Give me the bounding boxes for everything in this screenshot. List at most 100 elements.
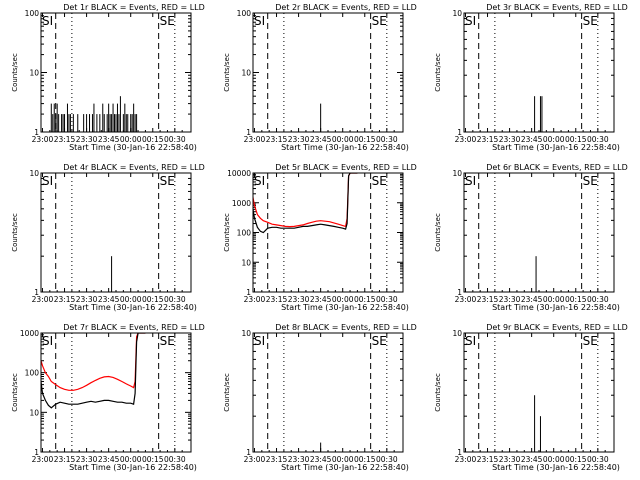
y-tick-label: 100 xyxy=(25,9,40,18)
x-tick-label: 23:15 xyxy=(266,295,288,304)
chart-panel-6: Det 6r BLACK = Events, RED = LLD Counts/s… xyxy=(434,163,628,312)
x-tick-label: 00:00 xyxy=(120,455,142,464)
chart-title: Det 9r BLACK = Events, RED = LLD xyxy=(486,323,628,332)
x-tick-label: 00:00 xyxy=(120,135,142,144)
y-axis-label: Counts/sec xyxy=(11,373,19,412)
x-tick-label: 00:30 xyxy=(164,295,186,304)
x-tick-label: 00:15 xyxy=(142,135,164,144)
marker-label-start: SI xyxy=(254,174,265,188)
x-tick-label: 23:15 xyxy=(54,135,76,144)
x-tick-label: 23:00 xyxy=(32,455,54,464)
chart-title: Det 3r BLACK = Events, RED = LLD xyxy=(486,3,628,12)
x-axis-label: Start Time (30-Jan-16 22:58:40) xyxy=(281,143,409,152)
plot-area xyxy=(50,13,176,132)
x-tick-label: 23:45 xyxy=(521,455,543,464)
marker-label-end: SE xyxy=(583,334,598,348)
chart-panel-1: Det 1r BLACK = Events, RED = LLD Counts/s… xyxy=(11,3,205,152)
chart-title: Det 7r BLACK = Events, RED = LLD xyxy=(63,323,205,332)
y-tick-label: 10000 xyxy=(227,169,251,178)
y-tick-label: 100 xyxy=(25,369,40,378)
x-tick-label: 00:00 xyxy=(543,135,565,144)
chart-panel-5: Det 5r BLACK = Events, RED = LLD Counts/s… xyxy=(223,163,417,312)
plot-frame xyxy=(40,332,192,453)
y-tick-label: 1000 xyxy=(232,199,251,208)
y-tick-label: 1 xyxy=(34,448,39,457)
y-tick-label: 1000 xyxy=(20,329,39,338)
x-tick-label: 23:15 xyxy=(54,455,76,464)
x-axis-label: Start Time (30-Jan-16 22:58:40) xyxy=(281,303,409,312)
x-tick-label: 00:15 xyxy=(565,295,587,304)
x-tick-label: 00:15 xyxy=(565,455,587,464)
y-tick-label: 10 xyxy=(29,169,39,178)
x-tick-label: 23:15 xyxy=(266,455,288,464)
x-tick-label: 23:15 xyxy=(477,455,499,464)
marker-label-start: SI xyxy=(42,174,53,188)
x-axis-label: Start Time (30-Jan-16 22:58:40) xyxy=(69,463,197,472)
x-axis-label: Start Time (30-Jan-16 22:58:40) xyxy=(69,303,197,312)
plot-frame xyxy=(40,172,192,293)
marker-label-end: SE xyxy=(583,174,598,188)
x-tick-label: 23:00 xyxy=(32,135,54,144)
x-tick-label: 23:15 xyxy=(477,295,499,304)
y-axis-label: Counts/sec xyxy=(434,213,442,252)
x-tick-label: 23:00 xyxy=(244,135,266,144)
chart-panel-2: Det 2r BLACK = Events, RED = LLD Counts/s… xyxy=(223,3,417,152)
x-tick-label: 23:30 xyxy=(499,295,521,304)
x-tick-label: 23:00 xyxy=(455,295,477,304)
x-tick-label: 23:30 xyxy=(76,295,98,304)
x-tick-label: 23:30 xyxy=(499,135,521,144)
x-tick-label: 23:45 xyxy=(310,295,332,304)
events-series-line xyxy=(253,173,358,234)
y-tick-label: 10 xyxy=(241,69,251,78)
marker-label-start: SI xyxy=(254,334,265,348)
x-tick-label: 23:15 xyxy=(477,135,499,144)
plot-frame xyxy=(40,12,192,133)
marker-label-start: SI xyxy=(42,14,53,28)
marker-label-start: SI xyxy=(254,14,265,28)
chart-title: Det 1r BLACK = Events, RED = LLD xyxy=(63,3,205,12)
x-tick-label: 00:00 xyxy=(332,135,354,144)
plot-frame xyxy=(252,12,404,133)
x-tick-label: 23:30 xyxy=(76,135,98,144)
y-tick-label: 1 xyxy=(246,288,251,297)
chart-title: Det 6r BLACK = Events, RED = LLD xyxy=(486,163,628,172)
y-tick-label: 10 xyxy=(452,169,462,178)
x-axis-label: Start Time (30-Jan-16 22:58:40) xyxy=(492,303,620,312)
marker-label-end: SE xyxy=(160,174,175,188)
plot-frame xyxy=(252,332,404,453)
x-tick-label: 00:15 xyxy=(354,135,376,144)
x-tick-label: 00:15 xyxy=(354,455,376,464)
x-tick-label: 23:45 xyxy=(310,455,332,464)
y-axis-label: Counts/sec xyxy=(434,53,442,92)
marker-label-start: SI xyxy=(465,174,476,188)
y-tick-label: 10 xyxy=(241,258,251,267)
y-axis-label: Counts/sec xyxy=(434,373,442,412)
marker-label-end: SE xyxy=(160,334,175,348)
lld-series-line xyxy=(41,333,146,391)
plot-area xyxy=(478,13,599,132)
x-tick-label: 00:30 xyxy=(587,135,609,144)
y-axis-label: Counts/sec xyxy=(223,53,231,92)
plot-area xyxy=(478,173,599,292)
x-tick-label: 00:00 xyxy=(332,295,354,304)
x-tick-label: 00:30 xyxy=(376,455,398,464)
x-axis-label: Start Time (30-Jan-16 22:58:40) xyxy=(492,463,620,472)
plot-area xyxy=(267,333,388,452)
y-axis-label: Counts/sec xyxy=(223,373,231,412)
chart-title: Det 2r BLACK = Events, RED = LLD xyxy=(275,3,417,12)
x-tick-label: 23:15 xyxy=(54,295,76,304)
x-axis-label: Start Time (30-Jan-16 22:58:40) xyxy=(492,143,620,152)
y-tick-label: 10 xyxy=(29,408,39,417)
x-tick-label: 00:15 xyxy=(142,295,164,304)
x-tick-label: 23:45 xyxy=(521,295,543,304)
y-tick-label: 1 xyxy=(246,128,251,137)
plot-frame xyxy=(252,172,404,293)
x-tick-label: 00:00 xyxy=(120,295,142,304)
chart-panel-4: Det 4r BLACK = Events, RED = LLD Counts/s… xyxy=(11,163,205,312)
x-tick-label: 23:30 xyxy=(499,455,521,464)
chart-title: Det 5r BLACK = Events, RED = LLD xyxy=(275,163,417,172)
plot-area xyxy=(478,333,599,452)
y-tick-label: 10 xyxy=(452,329,462,338)
y-tick-label: 1 xyxy=(34,128,39,137)
chart-title: Det 8r BLACK = Events, RED = LLD xyxy=(275,323,417,332)
